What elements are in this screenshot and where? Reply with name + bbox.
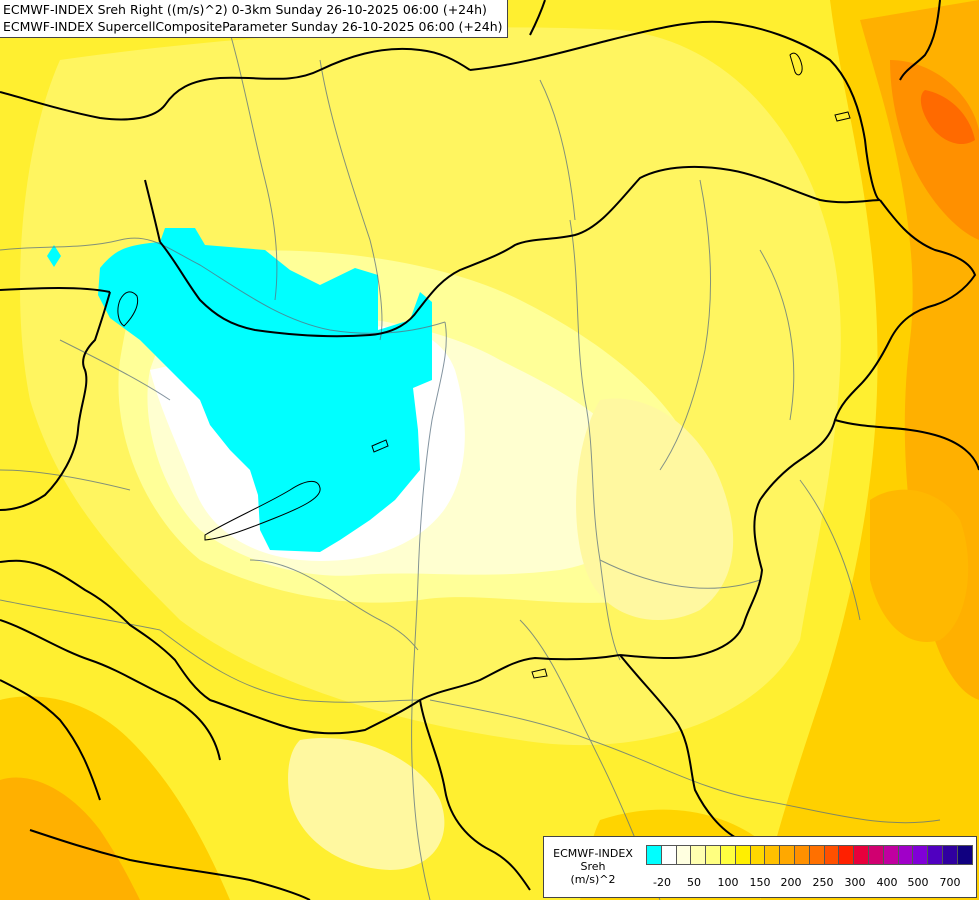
field-cyan-dot xyxy=(47,245,61,267)
lake-balaton-outline xyxy=(204,481,321,541)
legend-swatch xyxy=(749,845,766,865)
legend-swatch xyxy=(823,845,840,865)
legend-swatch xyxy=(882,845,899,865)
legend-swatch xyxy=(941,845,958,865)
legend-swatch xyxy=(690,845,707,865)
legend-swatch xyxy=(734,845,751,865)
legend-tick-label: 400 xyxy=(876,876,898,889)
legend-tick-label: 50 xyxy=(687,876,701,889)
legend-swatch xyxy=(660,845,677,865)
legend-swatch xyxy=(956,845,973,865)
color-legend: ECMWF-INDEX Sreh (m/s)^2 -20 50 100 150 200 2… xyxy=(543,836,977,898)
legend-tick-label: 700 xyxy=(939,876,961,889)
legend-swatch xyxy=(646,845,662,865)
legend-title-unit: (m/s)^2 xyxy=(570,873,616,886)
map-title-line1: ECMWF-INDEX Sreh Right ((m/s)^2) 0-3km S… xyxy=(3,2,487,17)
legend-ticks: -20 50 100 150 200 250 300 400 500 700 xyxy=(644,876,974,890)
field-pale-south xyxy=(288,738,445,870)
legend-title-variable: Sreh xyxy=(580,860,606,873)
legend-swatch xyxy=(838,845,855,865)
legend-tick-label: 500 xyxy=(907,876,929,889)
field-red-orange-core xyxy=(920,90,975,145)
legend-tick-label: 300 xyxy=(844,876,866,889)
legend-swatch xyxy=(808,845,825,865)
legend-swatch xyxy=(675,845,692,865)
legend-swatch xyxy=(764,845,781,865)
legend-swatch xyxy=(719,845,736,865)
legend-tick-label: 250 xyxy=(812,876,834,889)
map-title-line2: ECMWF-INDEX SupercellCompositeParameter … xyxy=(3,19,503,34)
lake-small-outline xyxy=(371,439,389,453)
legend-swatch xyxy=(705,845,721,865)
legend-swatch xyxy=(912,845,929,865)
legend-tick-label: -20 xyxy=(653,876,671,889)
map-title-box: ECMWF-INDEX Sreh Right ((m/s)^2) 0-3km S… xyxy=(0,0,508,38)
legend-swatch xyxy=(867,845,884,865)
legend-tick-label: 100 xyxy=(717,876,739,889)
legend-swatch xyxy=(793,845,810,865)
lake-top-right-a xyxy=(789,52,803,76)
lake-top-right-b xyxy=(834,111,851,122)
legend-title-model: ECMWF-INDEX xyxy=(553,847,633,860)
field-orange-east-lower xyxy=(870,489,969,642)
field-cyan-low-sreh xyxy=(98,228,432,552)
lake-neusiedl-outline xyxy=(117,291,139,327)
legend-swatches xyxy=(646,845,973,865)
legend-swatch xyxy=(779,845,795,865)
legend-title: ECMWF-INDEX Sreh (m/s)^2 xyxy=(548,847,638,886)
legend-swatch xyxy=(897,845,914,865)
rivers xyxy=(0,0,941,900)
legend-tick-label: 150 xyxy=(749,876,771,889)
lake-south-small xyxy=(531,668,548,679)
legend-tick-label: 200 xyxy=(780,876,802,889)
field-pale-east xyxy=(576,398,734,620)
legend-swatch xyxy=(927,845,943,865)
legend-swatch xyxy=(853,845,869,865)
field-orange-southwest-dark xyxy=(0,777,140,900)
field-orange-east-dark xyxy=(890,60,979,240)
